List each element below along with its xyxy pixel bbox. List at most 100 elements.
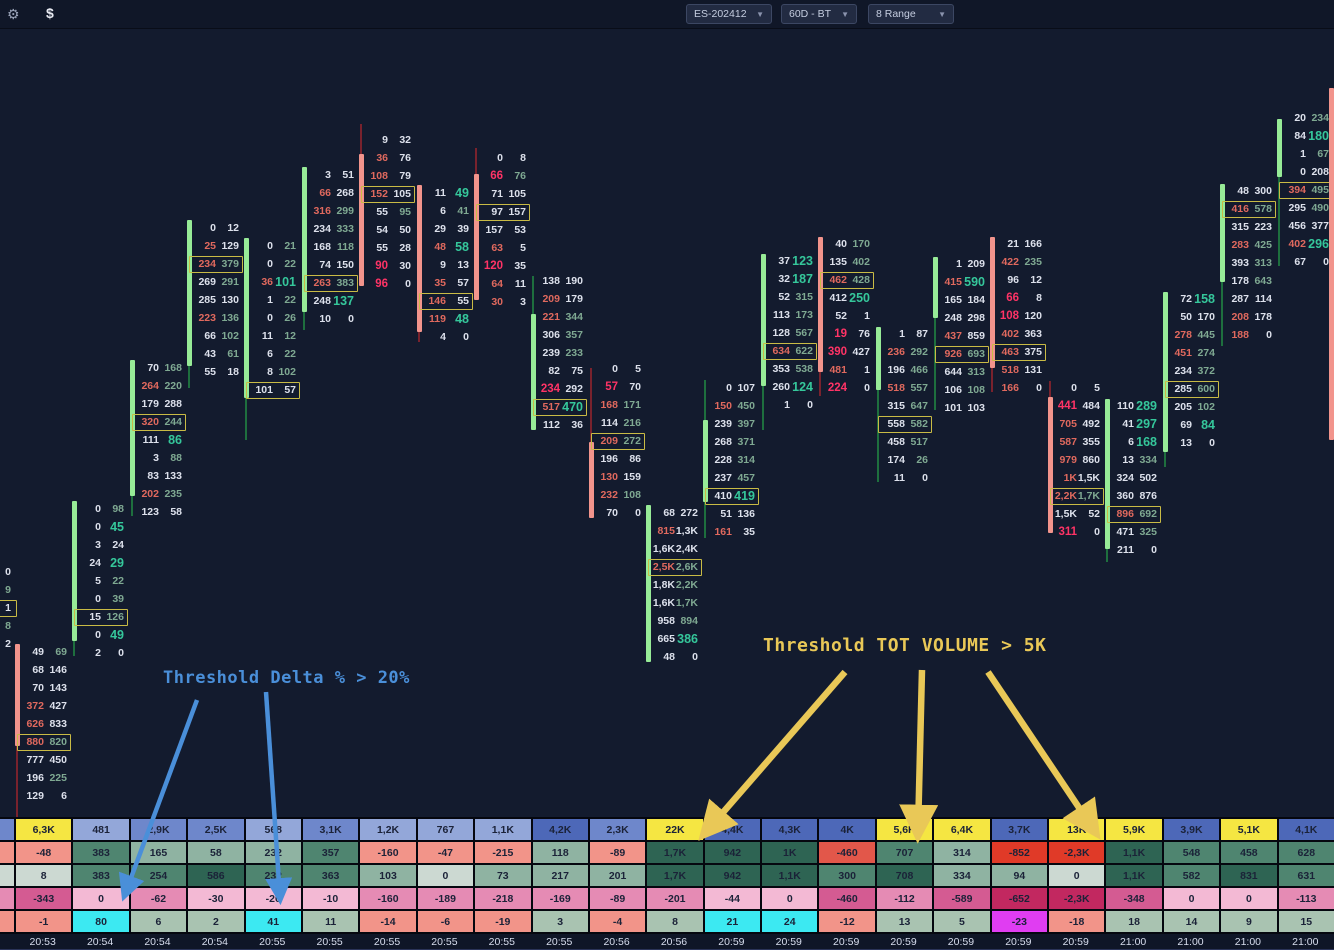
stats-cell: -47 <box>417 842 474 863</box>
ask-value: 58 <box>455 240 469 254</box>
poc-highlight-box <box>1279 181 1333 199</box>
ask-value: 171 <box>623 399 641 411</box>
bid-value: 221 <box>542 311 560 323</box>
ask-value: 288 <box>164 398 182 410</box>
ask-value: 300 <box>1254 185 1272 197</box>
bid-value: 6 <box>1128 436 1134 448</box>
ask-value: 50 <box>399 224 411 236</box>
time-label: 20:53 <box>29 935 56 948</box>
ask-value: 26 <box>284 312 296 324</box>
ask-value: 315 <box>795 291 813 303</box>
ask-value: 6 <box>61 790 67 802</box>
bid-value: 416 <box>1231 203 1249 215</box>
bid-value: 3 <box>325 169 331 181</box>
bid-value: 278 <box>1174 329 1192 341</box>
bid-value: 587 <box>1059 436 1077 448</box>
bid-value: 161 <box>714 526 732 538</box>
stats-grid: 6,3K 481 2,9K 2,5K 568 3,1K 1,2K 767 1,1K 4,2K 2,3… <box>0 817 1334 934</box>
stats-cell: 73 <box>475 865 531 886</box>
stats-cell: -18 <box>1049 911 1105 932</box>
stats-cell: 2,5K <box>188 819 244 840</box>
poc-highlight-box <box>878 415 932 433</box>
candle-wick <box>1164 452 1166 467</box>
stats-cell: 582 <box>1163 865 1220 886</box>
bid-value: 285 <box>198 294 216 306</box>
edge-fragment-value: 8 <box>5 620 11 632</box>
ask-value: 129 <box>221 240 239 252</box>
bid-value: 390 <box>827 346 847 358</box>
stats-cell: -44 <box>704 888 761 909</box>
bid-value: 9 <box>440 259 446 271</box>
poc-highlight-box <box>591 432 645 450</box>
ask-value: 220 <box>164 380 182 392</box>
stats-cell: 13 <box>876 911 933 932</box>
ask-value: 87 <box>916 328 928 340</box>
timeframe-dropdown[interactable]: 60D - BT ▼ <box>781 4 857 24</box>
bid-value: 30 <box>491 296 503 308</box>
ask-value: 86 <box>629 453 641 465</box>
candle-wick <box>704 380 706 420</box>
bid-value: 239 <box>542 347 560 359</box>
poc-highlight-box <box>476 203 530 221</box>
ask-value: 22 <box>284 348 296 360</box>
range-dropdown[interactable]: 8 Range ▼ <box>868 4 954 24</box>
bid-value: 287 <box>1231 293 1249 305</box>
ask-value: 833 <box>49 718 67 730</box>
candle-wick <box>877 390 879 482</box>
stats-cell: -20 <box>245 888 301 909</box>
bid-value: 815 <box>657 525 675 537</box>
ask-value: 12 <box>1030 274 1042 286</box>
ask-value: 0 <box>1036 382 1042 394</box>
candle-wick <box>360 124 362 154</box>
ask-value: 313 <box>1254 257 1272 269</box>
bid-value: 518 <box>1001 364 1019 376</box>
stats-cell: -12 <box>819 911 875 932</box>
ask-value: 445 <box>1197 329 1215 341</box>
bid-value: 394 <box>1288 184 1306 196</box>
ask-value: 419 <box>734 489 755 503</box>
bid-value: 209 <box>600 435 618 447</box>
bid-value: 43 <box>204 348 216 360</box>
stats-cell: 3,7K <box>991 819 1048 840</box>
bid-value: 285 <box>1174 383 1192 395</box>
stats-cell: 1,7K <box>647 842 703 863</box>
bid-value: 0 <box>612 363 618 375</box>
stats-cell: 6,4K <box>934 819 990 840</box>
ask-value: 600 <box>1197 383 1215 395</box>
poc-highlight-box <box>533 398 587 416</box>
bid-value: 208 <box>1231 311 1249 323</box>
bid-value: 66 <box>319 187 331 199</box>
ask-value: 0 <box>1209 437 1215 449</box>
table-stub-cell <box>0 888 14 909</box>
bid-value: 441 <box>1057 400 1077 412</box>
settings-gear-icon[interactable]: ⚙ <box>7 6 20 22</box>
ask-value: 35 <box>514 260 526 272</box>
instrument-dropdown[interactable]: ES-202412 ▼ <box>686 4 772 24</box>
bid-value: 295 <box>1288 202 1306 214</box>
stats-cell: 8 <box>16 865 72 886</box>
bid-value: 11 <box>261 330 273 342</box>
stats-cell: 232 <box>245 865 301 886</box>
bid-value: 48 <box>434 241 446 253</box>
bid-value: 108 <box>999 310 1019 322</box>
ask-value: 49 <box>110 628 124 642</box>
candle-body <box>876 327 881 390</box>
bid-value: 260 <box>772 381 790 393</box>
ask-value: 105 <box>393 188 411 200</box>
ask-value: 272 <box>680 507 698 519</box>
bid-value: 4 <box>440 331 446 343</box>
candle-body <box>1105 399 1110 549</box>
bid-value: 70 <box>147 362 159 374</box>
candle-body <box>990 237 995 368</box>
stats-cell: -62 <box>130 888 187 909</box>
time-label: 20:56 <box>603 935 630 948</box>
bid-value: 196 <box>887 364 905 376</box>
stats-cell: 4K <box>819 819 875 840</box>
bid-value: 315 <box>1231 221 1249 233</box>
ask-value: 84 <box>1201 418 1215 432</box>
bid-value: 20 <box>1294 112 1306 124</box>
time-label: 21:00 <box>1177 935 1204 948</box>
ask-value: 76 <box>858 328 870 340</box>
